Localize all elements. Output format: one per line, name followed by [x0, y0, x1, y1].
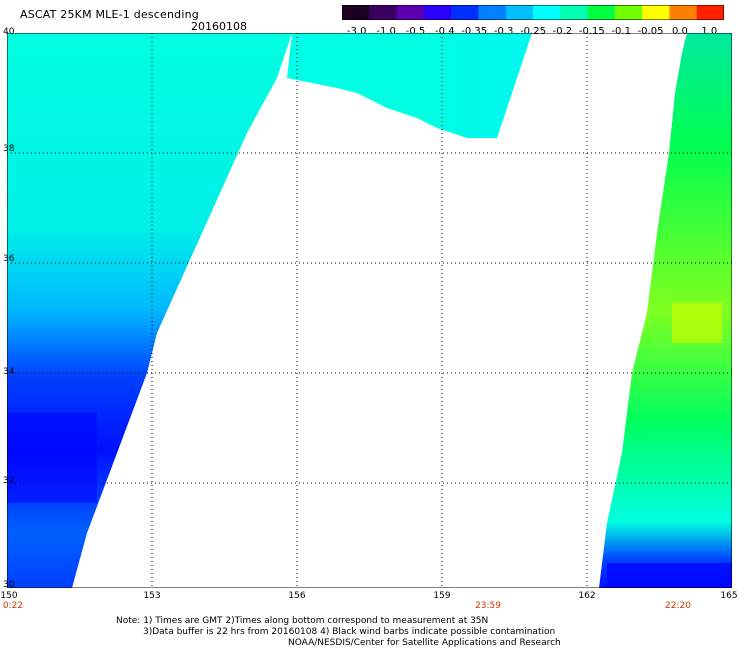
colorbar-cell: [423, 5, 452, 20]
note-line-3: NOAA/NESDIS/Center for Satellite Applica…: [288, 638, 561, 648]
colorbar-tick-label: -1.0: [376, 26, 396, 37]
colorbar-tick-label: -0.4: [435, 26, 455, 37]
time-label-mid: 23:59: [475, 601, 501, 611]
lat-label-40: 40: [3, 27, 15, 37]
colorbar-cell: [342, 5, 370, 20]
colorbar-tick-label: 1.0: [701, 26, 718, 37]
colorbar-cell: [396, 5, 425, 20]
colorbar-cell: [642, 5, 670, 20]
left-swath: [7, 33, 292, 588]
colorbar-tick-label: 0.0: [671, 26, 688, 37]
colorbar-cell: [451, 5, 479, 20]
colorbar-tick-label: -0.35: [461, 26, 488, 37]
colorbar-tick-label: -3.0: [346, 26, 367, 37]
colorbar-cell: [614, 5, 643, 20]
yellow-patch: [672, 303, 722, 343]
blue-patch-right: [607, 563, 732, 588]
colorbar-tick-label: -0.05: [637, 26, 664, 37]
lat-label-36: 36: [3, 254, 15, 264]
colorbar-tick-label: -0.3: [493, 26, 514, 37]
scatterometer-map: [7, 33, 732, 588]
lon-label-165: 165: [720, 591, 738, 601]
blue-patch-left: [7, 413, 97, 503]
lat-label-38: 38: [3, 144, 15, 154]
lat-label-30: 30: [3, 580, 15, 590]
lon-label-162: 162: [578, 591, 596, 601]
colorbar-tick-label: -0.5: [405, 26, 426, 37]
note-line-1: Note: 1) Times are GMT 2)Times along bot…: [116, 616, 489, 626]
note-line-2: 3)Data buffer is 22 hrs from 20160108 4)…: [143, 627, 556, 637]
colorbar-cell: [669, 5, 698, 20]
colorbar-tick-label: -0.2: [552, 26, 573, 37]
chart-title: ASCAT 25KM MLE-1 descending: [20, 8, 199, 21]
colorbar-tick-label: -0.15: [578, 26, 605, 37]
colorbar-cell: [369, 5, 398, 20]
colorbar-tick-label: -0.25: [520, 26, 546, 37]
lat-label-32: 32: [3, 476, 15, 486]
lon-label-156: 156: [288, 591, 306, 601]
lat-lon-grid: [7, 33, 732, 588]
colorbar-cell: [505, 5, 534, 20]
colorbar-cell: [560, 5, 589, 20]
lat-label-34: 34: [3, 367, 15, 377]
colorbar-cell: [478, 5, 507, 20]
colorbar-cell: [533, 5, 561, 20]
top-swath: [287, 33, 532, 138]
lon-label-150: 150: [0, 591, 18, 601]
lon-label-153: 153: [143, 591, 161, 601]
time-label-left: 0:22: [2, 601, 24, 611]
colorbar-cell: [587, 5, 616, 20]
colorbar-cell: [696, 5, 724, 20]
color-scale-bar: [342, 5, 724, 20]
colorbar-tick-label: -0.1: [611, 26, 631, 37]
right-swath: [599, 33, 732, 588]
lon-label-159: 159: [433, 591, 451, 601]
chart-date: 20160108: [191, 20, 247, 33]
time-label-right: 22:20: [665, 601, 691, 611]
